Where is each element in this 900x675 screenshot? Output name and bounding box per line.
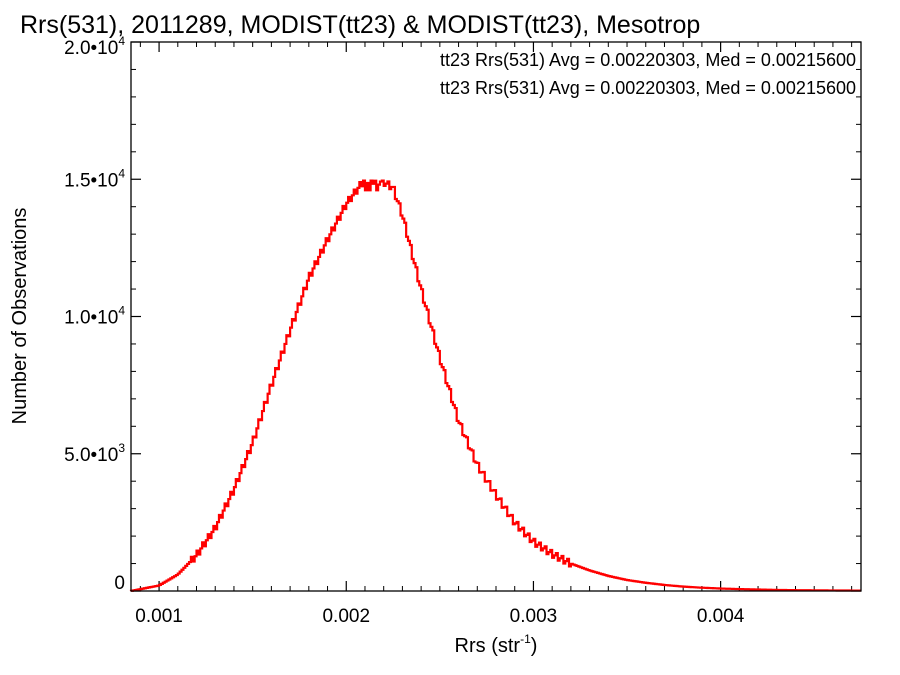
y-tick-label: 1.5•104 — [64, 166, 125, 191]
x-axis-label: Rrs (str-1) — [455, 632, 538, 657]
legend-entry-red: tt23 Rrs(531) Avg = 0.00220303, Med = 0.… — [440, 78, 856, 98]
x-axis-label-superscript: -1 — [520, 632, 531, 646]
y-tick-exponent: 3 — [118, 441, 125, 455]
y-tick-label: 0 — [114, 573, 125, 594]
y-tick-mantissa: 2.0•10 — [64, 38, 118, 59]
x-tick-label: 0.003 — [510, 606, 558, 627]
y-tick-label: 5.0•103 — [64, 441, 125, 466]
plot-frame — [130, 41, 862, 592]
y-tick-mantissa: 0 — [114, 573, 125, 594]
y-tick-exponent: 4 — [118, 166, 125, 180]
y-tick-mantissa: 5.0•10 — [64, 445, 118, 466]
y-tick-label: 1.0•104 — [64, 304, 125, 329]
x-axis-label-close: ) — [531, 635, 538, 657]
x-tick-label: 0.002 — [322, 606, 370, 627]
chart-title: Rrs(531), 2011289, MODIST(tt23) & MODIST… — [20, 11, 700, 39]
y-tick-mantissa: 1.0•10 — [64, 308, 118, 329]
y-tick-exponent: 4 — [118, 304, 125, 318]
legend-entry-black: tt23 Rrs(531) Avg = 0.00220303, Med = 0.… — [440, 50, 856, 70]
y-tick-label: 2.0•104 — [64, 34, 125, 59]
x-tick-label: 0.001 — [135, 606, 183, 627]
axis-ticks — [131, 41, 861, 592]
legend: tt23 Rrs(531) Avg = 0.00220303, Med = 0.… — [440, 50, 856, 98]
y-axis-label: Number of Observations — [9, 208, 31, 425]
x-tick-label: 0.004 — [697, 606, 745, 627]
y-tick-exponent: 4 — [118, 34, 125, 48]
y-tick-mantissa: 1.5•10 — [64, 170, 118, 191]
x-axis-label-main: Rrs (str — [455, 635, 521, 657]
histogram-series-line — [129, 179, 861, 592]
tick-labels: 0.001 0.002 0.003 0.00405.0•1031.0•1041.5•1… — [64, 34, 745, 627]
